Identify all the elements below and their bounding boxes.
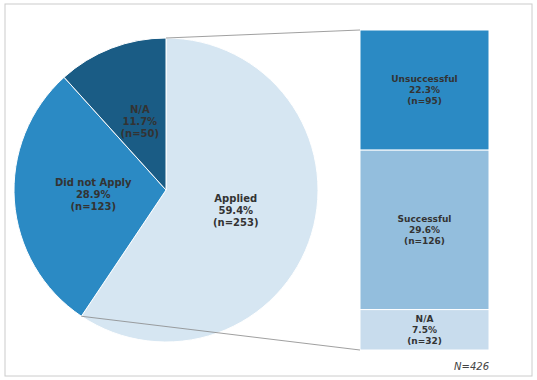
pie-label-line: Did not Apply	[55, 177, 132, 188]
connector	[81, 316, 360, 350]
pie-labels: Applied59.4%(n=253)Did not Apply28.9%(n=…	[55, 104, 259, 228]
pie-label-line: (n=50)	[121, 128, 160, 139]
annotation: N=426	[454, 361, 489, 372]
bar-label-line: (n=32)	[407, 335, 442, 345]
pie-label: N/A11.7%(n=50)	[121, 104, 160, 139]
bar-label-line: (n=126)	[404, 235, 445, 245]
bar-label-line: (n=95)	[407, 96, 442, 106]
border	[5, 4, 532, 376]
bar-plot	[360, 30, 489, 350]
pie-label-line: 28.9%	[76, 189, 111, 200]
bar-label: Successful29.6%(n=126)	[398, 213, 452, 245]
pie-slice	[64, 38, 166, 190]
bar-labels: Unsuccessful22.3%(n=95)Successful29.6%(n…	[391, 74, 457, 346]
bar-label-line: Successful	[398, 213, 452, 223]
pie-label-line: (n=123)	[70, 201, 116, 212]
bar-label-line: 7.5%	[412, 324, 437, 334]
bar-label: N/A7.5%(n=32)	[407, 313, 442, 345]
bar-label-line: N/A	[416, 313, 434, 323]
pie-slice	[14, 77, 166, 316]
pie-label: Applied59.4%(n=253)	[213, 193, 259, 228]
pie-label: Did not Apply28.9%(n=123)	[55, 177, 132, 212]
bar-segment	[360, 310, 489, 350]
pie	[14, 38, 318, 342]
connector	[166, 30, 360, 38]
bar-label: Unsuccessful22.3%(n=95)	[391, 74, 457, 106]
pie-label-line: 59.4%	[218, 205, 253, 216]
bar-segment	[360, 150, 489, 309]
pie-label-line: 11.7%	[122, 116, 157, 127]
bar-label-line: 22.3%	[409, 85, 440, 95]
bar-segment	[360, 30, 489, 150]
bar-label-line: Unsuccessful	[391, 74, 457, 84]
pie-label-line: (n=253)	[213, 217, 259, 228]
chart: Applied59.4%(n=253)Did not Apply28.9%(n=…	[0, 0, 537, 380]
pie-label-line: N/A	[130, 104, 150, 115]
bar-label-line: 29.6%	[409, 224, 440, 234]
pie-label-line: Applied	[214, 193, 257, 204]
